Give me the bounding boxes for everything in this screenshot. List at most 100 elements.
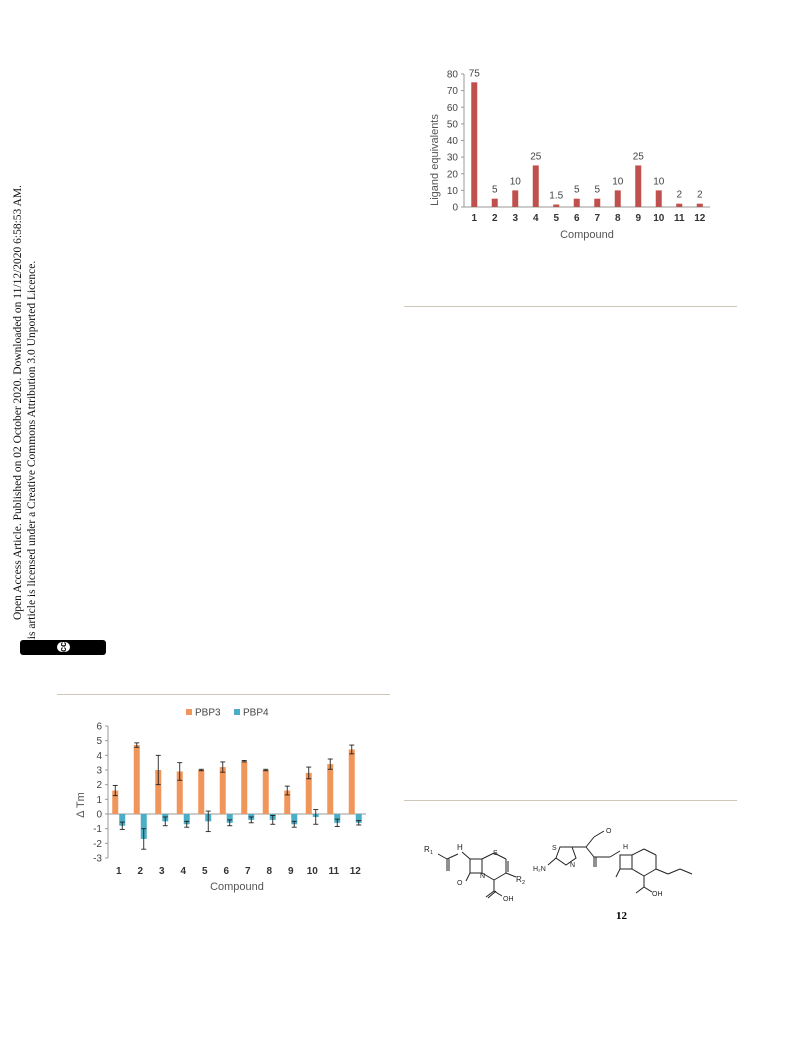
y-tick-label: -2 (93, 839, 102, 850)
bar-pbp4 (334, 814, 341, 823)
bar-pbp3 (327, 764, 334, 814)
y-tick-label: 70 (447, 86, 459, 97)
data-label: 25 (633, 151, 645, 162)
bar-pbp3 (176, 771, 183, 814)
x-tick-label: 1 (116, 866, 122, 877)
data-label: 10 (612, 176, 624, 187)
x-tick-label: 1 (471, 213, 477, 224)
bar-pbp3 (198, 770, 205, 814)
bar (635, 165, 642, 207)
bar-pbp4 (291, 814, 298, 825)
data-label: 10 (653, 176, 665, 187)
ring-n-label: N (480, 873, 485, 880)
legend-swatch (234, 709, 240, 715)
y-tick-label: 5 (96, 736, 102, 747)
x-tick-label: 4 (180, 866, 186, 877)
r1-label: R (424, 845, 430, 854)
x-axis-title: Compound (210, 881, 264, 893)
y-tick-label: -1 (93, 824, 102, 835)
bar-pbp3 (133, 745, 140, 814)
oxime-o-label: O (606, 828, 612, 835)
bar-pbp3 (219, 767, 226, 814)
bar-pbp4 (119, 814, 126, 826)
x-tick-label: 9 (288, 866, 294, 877)
r2-subscript: 2 (522, 880, 525, 886)
bar-pbp3 (112, 790, 119, 814)
x-tick-label: 6 (574, 213, 580, 224)
bar (532, 165, 539, 207)
y-tick-label: 10 (447, 186, 459, 197)
lactam-o-label: O (457, 880, 463, 887)
bar (696, 203, 703, 207)
ring-s-label: S (493, 850, 498, 857)
y-tick-label: 4 (96, 751, 102, 762)
x-tick-label: 4 (533, 213, 539, 224)
y-tick-label: 80 (447, 70, 459, 81)
thiazole-n-label: N (570, 862, 575, 869)
publication-notice: Open Access Article. Published on 02 Oct… (12, 185, 24, 620)
generic-cephalosporin-structure (437, 851, 517, 899)
y-tick-label: 0 (452, 203, 458, 214)
thiazole-s-label: S (552, 845, 557, 852)
x-tick-label: 8 (266, 866, 272, 877)
x-tick-label: 5 (202, 866, 208, 877)
legend-swatch (186, 709, 192, 715)
y-tick-label: 20 (447, 169, 459, 180)
x-tick-label: 7 (594, 213, 600, 224)
amide-h-label: H (623, 844, 628, 851)
bar (573, 198, 580, 207)
bar-pbp4 (183, 814, 190, 825)
cephalosporin-structures: R 1 H N S O OH R 2 S N H₂N O H OH 12 (424, 828, 693, 922)
bar (471, 82, 478, 207)
cc-by-badge[interactable]: cc BY (20, 623, 106, 655)
x-tick-label: 11 (674, 213, 685, 224)
y-tick-label: 3 (96, 766, 102, 777)
x-tick-label: 3 (159, 866, 165, 877)
bar-pbp3 (305, 772, 312, 814)
cc-logo-icon: cc (56, 641, 70, 652)
x-tick-label: 2 (492, 213, 498, 224)
divider-top-right (404, 306, 737, 307)
data-label: 10 (510, 176, 522, 187)
data-label: 5 (492, 185, 498, 196)
bar (614, 190, 621, 207)
bar-pbp3 (284, 790, 291, 814)
divider-left (57, 694, 390, 695)
bar-pbp3 (348, 749, 355, 814)
y-tick-label: 0 (96, 810, 102, 821)
chart-legend: PBP3 PBP4 (186, 708, 269, 719)
data-label: 5 (574, 185, 580, 196)
y-axis-title: Ligand equivalents (429, 114, 441, 206)
data-label: 2 (697, 190, 703, 201)
bar (676, 203, 683, 207)
data-label: 2 (676, 190, 682, 201)
y-tick-label: 50 (447, 119, 459, 130)
license-sidebar: Open Access Article. Published on 02 Oct… (2, 0, 38, 680)
bar (655, 190, 662, 207)
bar (553, 204, 560, 207)
acid-oh-label: OH (503, 896, 514, 903)
legend-label: PBP4 (243, 708, 269, 719)
r1-subscript: 1 (430, 850, 433, 856)
y-axis-title: Δ Tm (75, 792, 87, 818)
x-axis-title: Compound (560, 229, 614, 241)
y-tick-label: 2 (96, 780, 102, 791)
y-tick-label: -3 (93, 854, 102, 865)
y-tick-label: 60 (447, 103, 459, 114)
x-tick-label: 10 (307, 866, 319, 877)
y-tick-label: 1 (96, 795, 102, 806)
ligand-equivalents-chart: Ligand equivalents Compound 0 10 20 30 40 50 6… (429, 68, 710, 241)
bar (594, 198, 601, 207)
bar (512, 190, 519, 207)
compound-12-label: 12 (616, 910, 628, 922)
data-label: 75 (469, 68, 481, 79)
x-tick-label: 5 (553, 213, 559, 224)
x-tick-label: 11 (328, 866, 339, 877)
bar-pbp3 (155, 770, 162, 814)
bar-pbp4 (226, 814, 233, 823)
by-label: BY (58, 623, 68, 636)
license-notice: This article is licensed under a Creativ… (26, 260, 38, 652)
amine-label: H₂N (533, 866, 546, 873)
bar (491, 198, 498, 207)
y-tick-label: 6 (96, 722, 102, 733)
